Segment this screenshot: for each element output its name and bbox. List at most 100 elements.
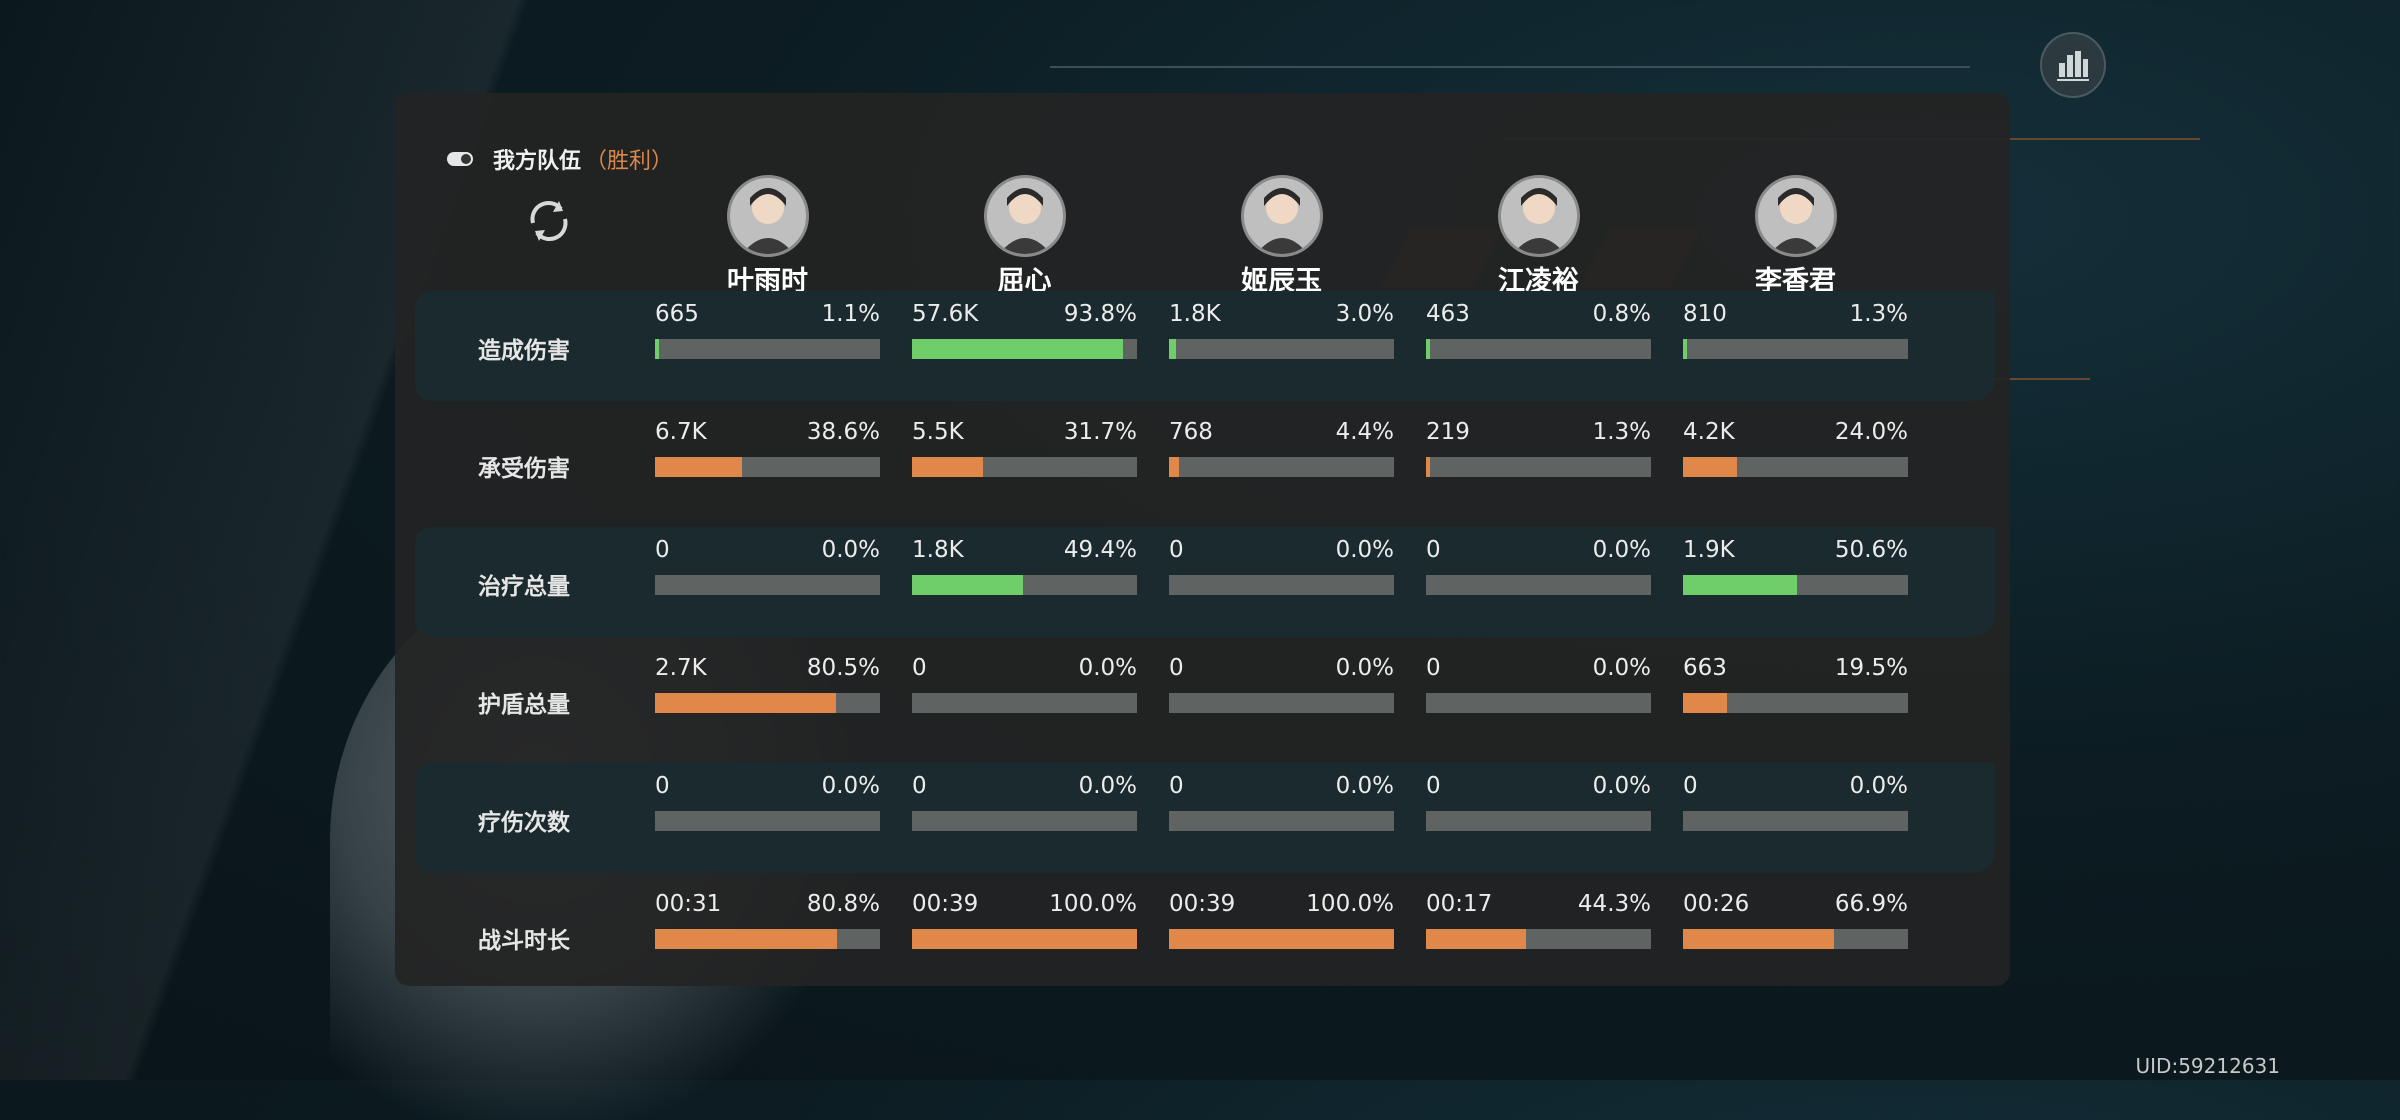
stat-percent: 44.3%: [1577, 891, 1651, 917]
stat-value: 4.2K: [1683, 419, 1735, 445]
stat-cell-text: 4.2K 24.0%: [1683, 419, 1908, 449]
stat-bar-track: [1169, 457, 1394, 477]
stat-cell: 663 19.5%: [1683, 655, 1908, 713]
stat-percent: 0.0%: [1078, 773, 1137, 799]
stat-cell: 665 1.1%: [655, 301, 880, 359]
stat-value: 0: [1426, 655, 1441, 681]
stat-label: 治疗总量: [478, 574, 570, 600]
stat-bar-fill: [655, 339, 659, 359]
stat-bar-track: [912, 929, 1137, 949]
stat-cell: 0 0.0%: [1169, 655, 1394, 713]
stat-value: 463: [1426, 301, 1470, 327]
hero-avatar[interactable]: [726, 175, 809, 257]
stat-cell-text: 219 1.3%: [1426, 419, 1651, 449]
hero-avatar[interactable]: [1754, 175, 1837, 257]
hero-avatar[interactable]: [1240, 175, 1323, 257]
stat-value: 0: [1169, 537, 1184, 563]
stat-percent: 31.7%: [1063, 419, 1137, 445]
refresh-button[interactable]: [523, 195, 575, 247]
stat-cell-text: 665 1.1%: [655, 301, 880, 331]
stat-bar-fill: [655, 457, 742, 477]
stat-percent: 80.8%: [806, 891, 880, 917]
hero-avatar[interactable]: [1497, 175, 1580, 257]
stat-bar-track: [1426, 339, 1651, 359]
stat-value: 0: [1169, 773, 1184, 799]
stat-row: 治疗总量 0 0.0% 1.8K 49.4% 0 0.0% 0 0.0% 1.9K 50.6%: [415, 527, 1995, 637]
hero-column-header: 姬辰玉: [1169, 175, 1394, 298]
stat-label: 疗伤次数: [478, 810, 570, 836]
stat-value: 663: [1683, 655, 1727, 681]
stat-value: 1.8K: [1169, 301, 1221, 327]
stat-bar-track: [912, 339, 1137, 359]
stat-bar-track: [1169, 811, 1394, 831]
stat-bar-fill: [1426, 457, 1430, 477]
stat-value: 219: [1426, 419, 1470, 445]
stat-cell-text: 00:26 66.9%: [1683, 891, 1908, 921]
toggle-icon[interactable]: [447, 152, 473, 166]
stat-percent: 0.0%: [1849, 773, 1908, 799]
stat-percent: 49.4%: [1063, 537, 1137, 563]
stat-cell: 0 0.0%: [1169, 773, 1394, 831]
stat-cell: 4.2K 24.0%: [1683, 419, 1908, 477]
stat-percent: 38.6%: [806, 419, 880, 445]
stat-bar-track: [1169, 339, 1394, 359]
stat-cell-text: 463 0.8%: [1426, 301, 1651, 331]
stats-button[interactable]: [2040, 32, 2106, 98]
stat-cell-text: 0 0.0%: [1426, 537, 1651, 567]
stat-row: 战斗时长 00:31 80.8% 00:39 100.0% 00:39 100.0% 00:1…: [415, 881, 1995, 991]
stat-bar-track: [1683, 811, 1908, 831]
stat-cell-text: 810 1.3%: [1683, 301, 1908, 331]
stat-percent: 0.0%: [1592, 537, 1651, 563]
team-result: （胜利）: [585, 149, 674, 174]
stat-cell-text: 1.8K 3.0%: [1169, 301, 1394, 331]
stat-bar-fill: [1426, 929, 1526, 949]
stat-value: 0: [655, 537, 670, 563]
stat-bar-track: [1426, 811, 1651, 831]
stat-cell-text: 1.8K 49.4%: [912, 537, 1137, 567]
stat-cell: 1.9K 50.6%: [1683, 537, 1908, 595]
stat-label: 承受伤害: [478, 456, 570, 482]
stat-bar-fill: [912, 575, 1024, 595]
stat-bar-track: [912, 457, 1137, 477]
stat-cell: 6.7K 38.6%: [655, 419, 880, 477]
stat-bar-track: [1169, 575, 1394, 595]
stat-cell-text: 0 0.0%: [1169, 655, 1394, 685]
stat-percent: 66.9%: [1834, 891, 1908, 917]
stat-bar-track: [1683, 693, 1908, 713]
stat-bar-fill: [1426, 339, 1430, 359]
stat-value: 1.9K: [1683, 537, 1735, 563]
stat-row: 疗伤次数 0 0.0% 0 0.0% 0 0.0% 0 0.0% 0 0.0%: [415, 763, 1995, 873]
stat-cell-text: 57.6K 93.8%: [912, 301, 1137, 331]
stat-cell: 57.6K 93.8%: [912, 301, 1137, 359]
stat-cell: 00:39 100.0%: [912, 891, 1137, 949]
stat-value: 0: [1426, 773, 1441, 799]
hero-column-header: 李香君: [1683, 175, 1908, 298]
stat-bar-track: [912, 693, 1137, 713]
stat-cell: 00:17 44.3%: [1426, 891, 1651, 949]
stat-cell-text: 0 0.0%: [912, 773, 1137, 803]
stat-bar-track: [1426, 457, 1651, 477]
stat-bar-track: [655, 693, 880, 713]
hero-column-header: 江凌裕: [1426, 175, 1651, 298]
background-divider: [1050, 66, 1970, 68]
stat-percent: 0.0%: [821, 773, 880, 799]
stat-row: 承受伤害 6.7K 38.6% 5.5K 31.7% 768 4.4% 219 1.3% 4.2K…: [415, 409, 1995, 519]
stat-cell: 1.8K 3.0%: [1169, 301, 1394, 359]
stat-percent: 0.8%: [1592, 301, 1651, 327]
stat-percent: 1.1%: [821, 301, 880, 327]
stat-bar-track: [1169, 929, 1394, 949]
stat-bar-track: [1426, 929, 1651, 949]
stat-cell-text: 0 0.0%: [655, 773, 880, 803]
stat-value: 2.7K: [655, 655, 707, 681]
stat-value: 768: [1169, 419, 1213, 445]
stat-bar-fill: [655, 693, 837, 713]
stat-percent: 0.0%: [1335, 773, 1394, 799]
stat-cell: 00:31 80.8%: [655, 891, 880, 949]
stat-cell: 0 0.0%: [1426, 773, 1651, 831]
stat-bar-track: [1169, 693, 1394, 713]
stat-value: 0: [912, 655, 927, 681]
stat-bar-track: [655, 339, 880, 359]
stat-bar-fill: [912, 339, 1124, 359]
hero-avatar[interactable]: [983, 175, 1066, 257]
stat-percent: 0.0%: [1592, 773, 1651, 799]
